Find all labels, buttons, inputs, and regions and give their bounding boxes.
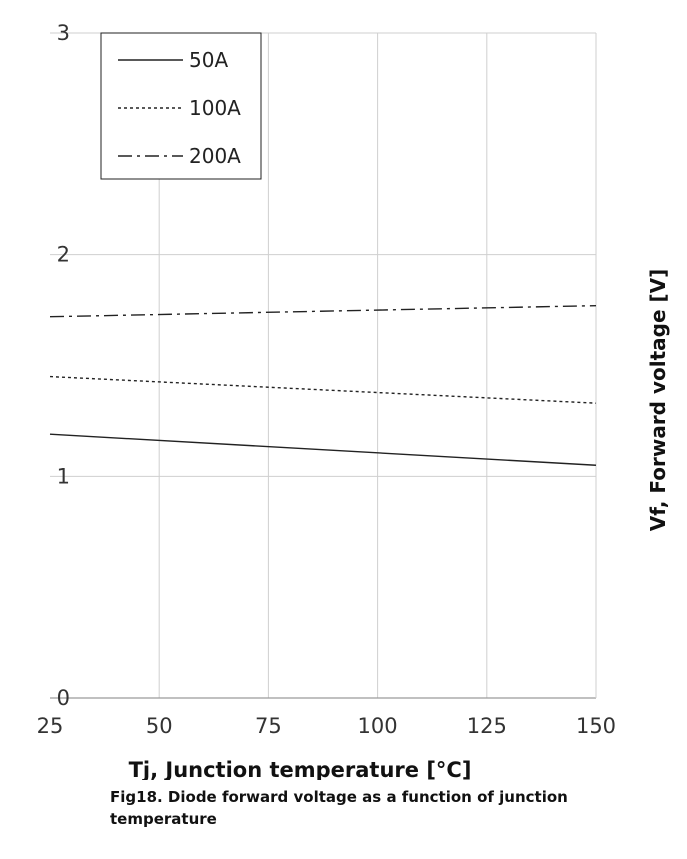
y-axis-label: Vf, Forward voltage [V] <box>646 269 670 532</box>
y-tick-label: 0 <box>57 686 70 710</box>
series-line-200a <box>49 304 597 318</box>
x-tick-label: 125 <box>467 714 507 738</box>
y-tick-label: 2 <box>57 243 70 267</box>
legend: 50A 100A 200A <box>100 32 262 180</box>
y-ticks: 0 1 2 3 <box>57 21 70 710</box>
y-tick-label: 3 <box>57 21 70 45</box>
x-tick-label: 50 <box>146 714 173 738</box>
legend-label-50a: 50A <box>189 48 228 72</box>
legend-label-100a: 100A <box>189 96 241 120</box>
x-axis-label: Tj, Junction temperature [°C] <box>129 758 472 780</box>
chart: 25 50 75 100 125 150 0 1 2 3 50A 100A 200A Tj, Jun… <box>37 21 670 780</box>
x-tick-label: 75 <box>255 714 282 738</box>
legend-label-200a: 200A <box>189 144 241 168</box>
x-tick-label: 150 <box>576 714 616 738</box>
x-ticks: 25 50 75 100 125 150 <box>37 714 616 738</box>
series-group <box>49 304 597 466</box>
x-tick-label: 100 <box>358 714 398 738</box>
figure-caption: Fig18. Diode forward voltage as a functi… <box>110 788 568 828</box>
plot-area <box>50 33 597 699</box>
legend-box <box>100 32 262 180</box>
series-line-100a <box>49 375 597 404</box>
y-tick-label: 1 <box>57 464 70 488</box>
x-tick-label: 25 <box>37 714 64 738</box>
series-line-50a <box>49 433 597 466</box>
